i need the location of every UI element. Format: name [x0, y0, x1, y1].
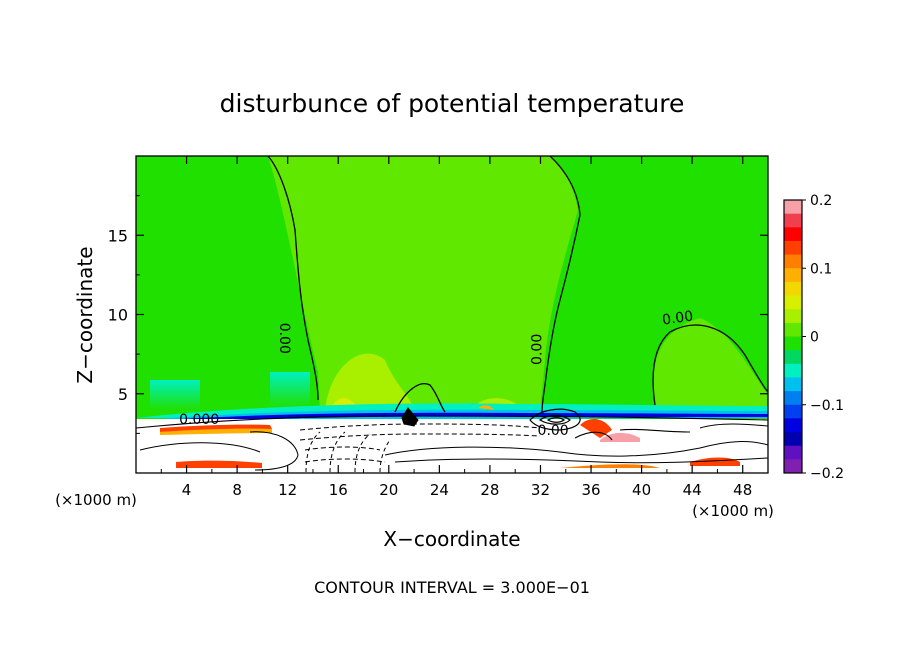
x-tick-label: 32: [531, 481, 550, 499]
x-tick-label: 16: [329, 481, 348, 499]
colorbar-swatch: [784, 336, 802, 351]
colorbar-swatch: [784, 377, 802, 392]
y-tick-label: 15: [108, 226, 128, 245]
colorbar-swatch: [784, 322, 802, 337]
contour-labels: 0.00 0.00 0.00 0.00 0.000: [179, 308, 694, 439]
colorbar-tick-label: −0.2: [810, 466, 844, 482]
colorbar-swatch: [784, 309, 802, 324]
y-axis-label: Z−coordinate: [73, 246, 97, 383]
contour-label: 0.00: [530, 334, 546, 365]
contour-label: 0.00: [661, 308, 694, 328]
chart-title: disturbunce of potential temperature: [220, 89, 685, 118]
colorbar: 0.2 0.1 0 −0.1 −0.2: [783, 193, 844, 482]
x-tick-label: 28: [480, 481, 499, 499]
x-axis-label: X−coordinate: [383, 527, 520, 551]
x-tick-label: 24: [430, 481, 449, 499]
y-tick-label: 10: [108, 306, 128, 325]
colorbar-swatch: [784, 227, 802, 242]
y-tick-label: 5: [118, 385, 128, 404]
contour-label: 0.00: [538, 423, 569, 439]
colorbar-swatch: [784, 432, 802, 447]
colorbar-tick-label: 0.2: [810, 193, 832, 209]
x-tick-label: 4: [182, 481, 192, 499]
colorbar-swatch: [784, 363, 802, 378]
heatmap-field: [136, 156, 768, 473]
contour-interval-note: CONTOUR INTERVAL = 3.000E−01: [314, 578, 590, 597]
colorbar-swatch: [784, 391, 802, 406]
x-tick-label: 44: [683, 481, 702, 499]
colorbar-tick-label: −0.1: [810, 398, 844, 414]
x-tick-label: 12: [278, 481, 297, 499]
x-tick-label: 36: [581, 481, 600, 499]
colorbar-swatch: [784, 268, 802, 283]
y-axis-ticks: 5 10 15: [108, 195, 768, 434]
colorbar-swatch: [784, 240, 802, 256]
x-axis-unit-right: (×1000 m): [692, 502, 774, 520]
x-axis-ticks: 4 8 12 16 20 24 28 32 36 40 44 48: [160, 156, 752, 499]
colorbar-swatch: [784, 295, 802, 310]
colorbar-swatch: [784, 254, 802, 269]
colorbar-tick-label: 0: [810, 330, 819, 346]
colorbar-swatch: [784, 281, 802, 297]
colorbar-swatch: [784, 404, 802, 419]
colorbar-swatch: [784, 445, 802, 460]
colorbar-swatch: [784, 418, 802, 433]
colorbar-tick-label: 0.1: [810, 261, 832, 277]
x-tick-label: 48: [733, 481, 752, 499]
contour-label: 0.00: [276, 323, 292, 354]
contour-label: 0.000: [179, 412, 219, 428]
x-axis-unit-left: (×1000 m): [55, 491, 137, 509]
colorbar-swatch: [784, 200, 802, 215]
colorbar-swatch: [784, 459, 802, 474]
colorbar-swatch: [784, 213, 802, 228]
x-tick-label: 8: [232, 481, 242, 499]
colorbar-swatch: [784, 350, 802, 365]
x-tick-label: 40: [632, 481, 651, 499]
x-tick-label: 20: [379, 481, 398, 499]
